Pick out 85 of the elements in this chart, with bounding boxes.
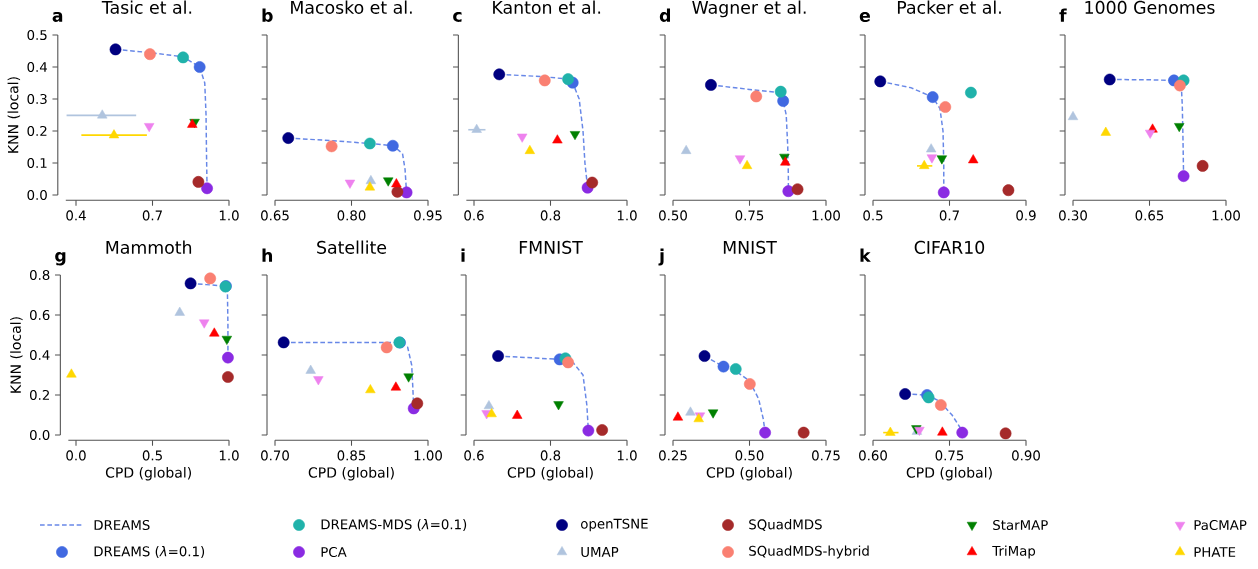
- legend-label: PaCMAP: [1194, 519, 1247, 531]
- y-tick-label: 0.1: [27, 157, 47, 169]
- text: b: [262, 8, 273, 22]
- chart-title: Mammoth: [106, 240, 192, 254]
- x-axis-title: CPD (global): [906, 466, 992, 481]
- x-tick-label: 0.70: [261, 450, 289, 461]
- legend-label: StarMAP: [993, 519, 1048, 531]
- text: c: [453, 11, 462, 22]
- text: h: [262, 248, 273, 262]
- x-tick-label: 0.95: [414, 210, 442, 221]
- text: e: [859, 11, 870, 22]
- x-tick-label: 0.6: [464, 210, 484, 221]
- y-tick-label: 0.3: [27, 93, 47, 105]
- x-axis-title: CPD (global): [105, 466, 192, 481]
- y-tick-label: 0.2: [27, 125, 47, 137]
- legend-label: PCA: [321, 546, 347, 558]
- x-tick-label: 0.5: [863, 210, 883, 221]
- chart-title: CIFAR10: [914, 240, 985, 254]
- x-tick-label: 1.0: [617, 210, 637, 221]
- x-tick-label: 0.50: [735, 450, 764, 461]
- chart-title: Satellite: [317, 240, 387, 254]
- x-tick-label: 0.6: [464, 450, 484, 461]
- x-tick-label: 0.0: [66, 450, 86, 461]
- x-tick-label: 0.8: [540, 210, 561, 221]
- chart-title: 1000 Genomes: [1085, 0, 1215, 14]
- legend-label: DREAMS: [94, 519, 150, 531]
- x-axis-title: CPD (global): [706, 466, 792, 481]
- x-tick-label: 1.0: [617, 450, 637, 461]
- x-tick-label: 1.00: [1212, 210, 1240, 221]
- x-tick-label: 0.60: [859, 450, 887, 461]
- y-tick-label: 0.2: [29, 389, 49, 401]
- chart-title: MNIST: [723, 240, 777, 254]
- y-tick-label: 0.4: [29, 349, 50, 361]
- chart-title: FMNIST: [519, 240, 583, 254]
- text: k: [860, 248, 871, 262]
- x-tick-label: 0.4: [66, 210, 86, 221]
- text: g: [55, 252, 66, 266]
- text: i: [461, 248, 465, 262]
- text: d: [659, 8, 671, 22]
- legend-label: SQuadMDS: [749, 519, 822, 531]
- text: a: [52, 11, 63, 22]
- x-tick-label: 1.00: [414, 450, 442, 461]
- x-axis-title: CPD (global): [308, 466, 394, 481]
- text: f: [1059, 8, 1067, 22]
- x-tick-label: 1.0: [219, 450, 239, 461]
- x-tick-label: 1.00: [812, 210, 840, 221]
- x-tick-label: 0.5: [142, 450, 162, 461]
- x-tick-label: 0.25: [659, 450, 687, 461]
- chart-title: Tasic et al.: [101, 0, 192, 14]
- chart-title: Kanton et al.: [493, 0, 601, 14]
- x-tick-label: 0.75: [812, 450, 840, 461]
- y-tick-label: 0.4: [27, 61, 48, 73]
- x-tick-label: 0.75: [735, 210, 764, 221]
- x-tick-label: 0.7: [939, 210, 959, 221]
- chart-title: Wagner et al.: [692, 0, 806, 18]
- x-tick-label: 0.9: [1016, 210, 1036, 221]
- y-tick-label: 0.6: [29, 309, 50, 321]
- x-tick-label: 0.30: [1059, 210, 1087, 221]
- x-tick-label: 0.8: [540, 450, 561, 461]
- x-axis-title: CPD (global): [507, 466, 593, 481]
- y-axis-title: KNN (local): [10, 317, 23, 393]
- chart-title: Packer et al.: [897, 0, 1001, 14]
- y-axis-title: KNN (local): [7, 77, 21, 153]
- x-tick-label: 0.65: [1135, 210, 1164, 221]
- y-tick-label: 0.5: [27, 29, 47, 41]
- y-tick-label: 0.8: [29, 269, 50, 281]
- legend-label: DREAMS (λ=0.1): [94, 546, 205, 558]
- legend-label: UMAP: [581, 547, 619, 557]
- x-tick-label: 0.50: [659, 210, 687, 221]
- legend-label: TriMap: [992, 545, 1036, 559]
- x-tick-label: 0.75: [935, 450, 964, 461]
- legend-label: openTSNE: [581, 518, 648, 532]
- x-tick-label: 0.7: [142, 210, 162, 221]
- text: j: [658, 248, 664, 266]
- legend-label: SQuadMDS-hybrid: [749, 545, 869, 559]
- chart-title: Macosko et al.: [291, 0, 412, 14]
- legend-label: DREAMS-MDS (λ=0.1): [321, 519, 467, 531]
- x-tick-label: 0.65: [261, 210, 289, 221]
- y-tick-label: 0.0: [29, 429, 50, 441]
- y-tick-label: 0.0: [27, 189, 47, 201]
- x-tick-label: 0.90: [1012, 450, 1040, 461]
- legend-label: PHATE: [1194, 547, 1236, 557]
- x-tick-label: 1.0: [219, 210, 239, 221]
- x-tick-label: 0.80: [337, 210, 366, 221]
- x-tick-label: 0.85: [337, 450, 366, 461]
